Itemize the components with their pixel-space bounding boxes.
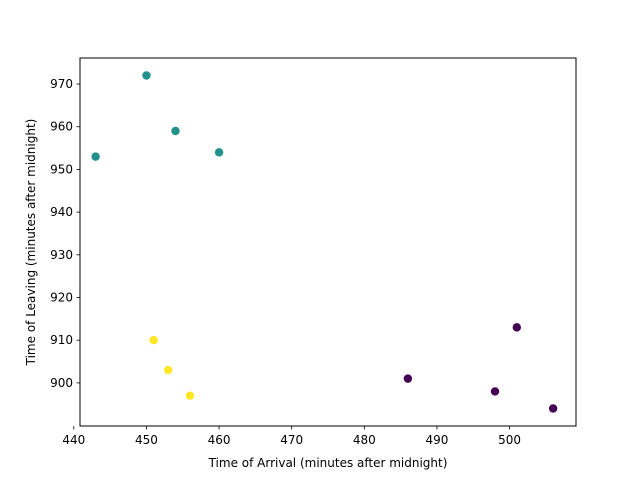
x-tick-label: 470 [280, 433, 303, 447]
axes-frame [79, 57, 577, 427]
y-tick-label: 950 [50, 162, 73, 176]
data-point [91, 152, 100, 161]
x-tick-label: 490 [425, 433, 448, 447]
data-point [548, 404, 558, 413]
y-tick-label: 930 [50, 248, 73, 262]
y-tick-label: 910 [50, 333, 73, 347]
y-axis-label: Time of Leaving (minutes after midnight) [24, 119, 38, 367]
y-tick-label: 970 [50, 77, 73, 91]
y-axis-ticks: 900 910 920 930 940 950 960 970 [50, 77, 80, 390]
data-point [490, 387, 500, 396]
data-point [512, 323, 522, 332]
y-tick-label: 900 [50, 376, 73, 390]
x-tick-label: 440 [62, 433, 85, 447]
data-point [214, 148, 224, 157]
y-tick-label: 960 [50, 120, 73, 134]
x-tick-label: 500 [498, 433, 521, 447]
data-point [403, 374, 413, 383]
y-tick-label: 920 [50, 290, 73, 304]
data-point [142, 71, 151, 80]
x-axis-ticks: 440 450 460 470 480 490 500 [62, 426, 521, 447]
x-tick-label: 480 [353, 433, 376, 447]
plot-area: 440 450 460 470 480 490 500 900 910 920 930 940 950… [50, 57, 577, 447]
x-tick-label: 450 [135, 433, 158, 447]
x-tick-label: 460 [208, 433, 231, 447]
data-point [171, 126, 180, 136]
data-point [149, 335, 158, 345]
y-tick-label: 940 [50, 205, 73, 219]
data-point [164, 365, 173, 375]
data-point [185, 391, 195, 400]
points-layer [91, 71, 558, 413]
x-axis-label: Time of Arrival (minutes after midnight) [208, 456, 448, 470]
